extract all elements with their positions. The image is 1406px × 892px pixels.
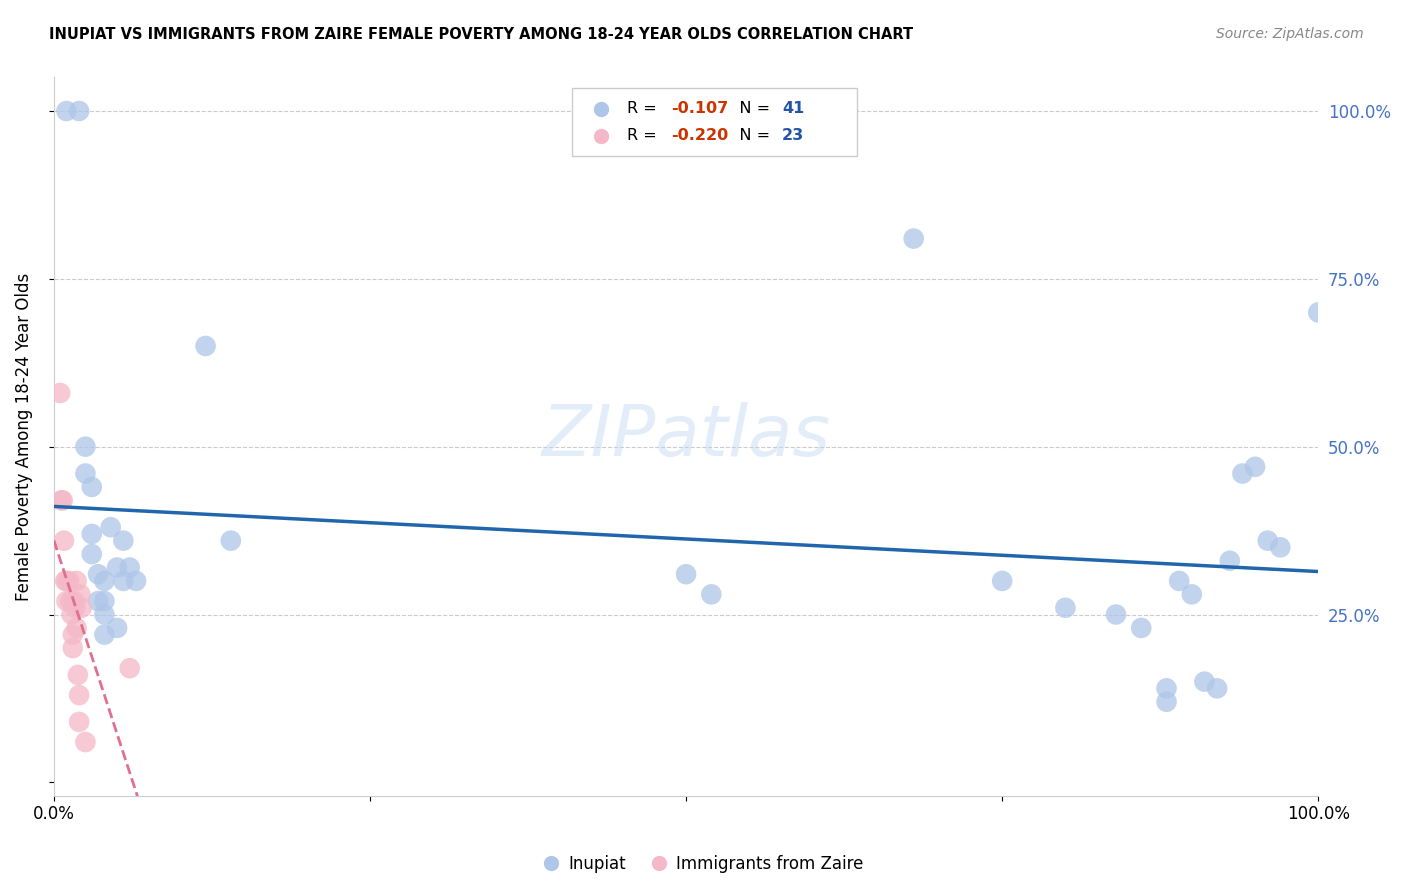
Point (67, 103, 90, 118)
Point (1232, 467, 1254, 481)
Point (65, 621, 87, 635)
Point (67, 688, 90, 702)
Point (51, 493, 73, 508)
Y-axis label: Female Poverty Among 18-24 Year Olds: Female Poverty Among 18-24 Year Olds (15, 272, 32, 600)
Point (58, 574, 80, 588)
Point (1257, 533, 1279, 548)
Text: Source: ZipAtlas.com: Source: ZipAtlas.com (1216, 27, 1364, 41)
Point (93, 627, 115, 641)
Point (219, 533, 242, 548)
Point (62, 627, 84, 641)
Point (93, 574, 115, 588)
Point (1156, 681, 1178, 696)
Point (60, 607, 83, 622)
Point (991, 574, 1014, 588)
Point (52, 533, 75, 548)
Legend: Inupiat, Immigrants from Zaire: Inupiat, Immigrants from Zaire (536, 848, 870, 880)
Point (1054, 600, 1077, 615)
Point (1105, 607, 1128, 622)
Text: N =: N = (724, 128, 775, 144)
Point (53, 574, 76, 588)
Point (75, 440, 97, 454)
Text: 41: 41 (782, 102, 804, 116)
Point (87, 594, 110, 608)
Point (1244, 459, 1267, 474)
Point (1270, 541, 1292, 555)
Text: INUPIAT VS IMMIGRANTS FROM ZAIRE FEMALE POVERTY AMONG 18-24 YEAR OLDS CORRELATIO: INUPIAT VS IMMIGRANTS FROM ZAIRE FEMALE … (49, 27, 914, 42)
Point (80, 547, 103, 561)
Point (75, 735, 97, 749)
Point (67, 714, 90, 729)
Point (105, 621, 128, 635)
Text: -0.220: -0.220 (671, 128, 728, 144)
Point (125, 574, 148, 588)
Point (65, 574, 87, 588)
Text: R =: R = (627, 102, 661, 116)
Point (55, 594, 77, 608)
Point (1156, 695, 1178, 709)
Point (1168, 574, 1191, 588)
Point (87, 567, 110, 582)
Text: 23: 23 (782, 128, 804, 144)
Point (69, 587, 91, 601)
Point (49, 386, 72, 401)
Point (55, 103, 77, 118)
Point (1194, 674, 1216, 689)
Text: -0.107: -0.107 (671, 102, 728, 116)
Point (1219, 554, 1241, 568)
Point (1308, 305, 1330, 319)
Point (93, 607, 115, 622)
Point (105, 560, 128, 574)
Point (52, 493, 75, 508)
Point (112, 533, 135, 548)
Point (75, 467, 97, 481)
Point (70, 600, 93, 615)
Point (1130, 621, 1153, 635)
Point (1206, 681, 1229, 696)
Point (80, 527, 103, 541)
Point (100, 520, 122, 534)
Text: ZIPatlas: ZIPatlas (541, 402, 831, 471)
Point (675, 567, 697, 582)
Point (112, 574, 135, 588)
Point (66, 668, 89, 682)
Point (700, 587, 723, 601)
Point (118, 661, 141, 675)
FancyBboxPatch shape (572, 88, 856, 156)
Text: N =: N = (724, 102, 775, 116)
Point (1181, 587, 1204, 601)
Point (62, 641, 84, 656)
Point (65, 600, 87, 615)
Point (59, 594, 82, 608)
Point (118, 560, 141, 574)
Point (55, 574, 77, 588)
Point (80, 480, 103, 494)
Point (194, 339, 217, 353)
Text: R =: R = (627, 128, 661, 144)
Point (63, 594, 86, 608)
Point (903, 231, 925, 245)
Point (93, 594, 115, 608)
